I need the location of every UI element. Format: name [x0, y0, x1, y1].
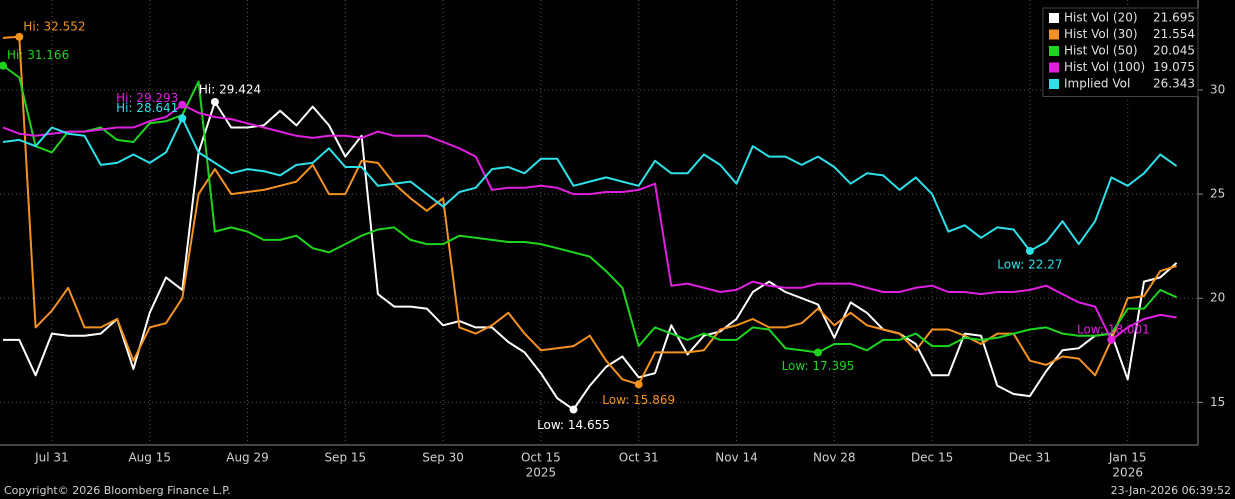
- legend-label: Implied Vol: [1064, 77, 1130, 91]
- legend-value: 20.045: [1153, 44, 1195, 58]
- x-tick-label: Dec 15: [911, 451, 953, 465]
- series-line: [2, 64, 1178, 354]
- annotation-dot: [210, 97, 219, 106]
- legend-swatch: [1049, 62, 1059, 73]
- x-tick-label: Nov 28: [813, 451, 856, 465]
- annotation-label: Hi: 32.552: [23, 19, 85, 33]
- x-tick-label: Aug 15: [128, 451, 171, 465]
- annotation-label: Low: 17.395: [782, 359, 855, 373]
- x-tick-label: Sep 15: [324, 451, 366, 465]
- series-line: [2, 103, 1177, 341]
- legend-swatch: [1049, 79, 1059, 89]
- legend-box: [1042, 7, 1199, 97]
- annotation-label: Low: 15.869: [602, 393, 675, 407]
- legend-value: 19.075: [1153, 60, 1195, 74]
- x-year-label: 2026: [1112, 466, 1143, 480]
- annotation-dot: [814, 348, 822, 357]
- legend-value: 21.695: [1153, 11, 1195, 25]
- annotation-label: Low: 22.27: [997, 257, 1062, 271]
- annotation-label: Hi: 29.293: [116, 91, 178, 105]
- annotation-dot: [178, 100, 187, 109]
- annotation-label: Hi: 28.641: [116, 101, 178, 115]
- x-tick-label: Oct 15: [521, 451, 561, 465]
- x-tick-label: Oct 31: [619, 451, 659, 465]
- annotation-dot: [1025, 246, 1034, 255]
- legend-label: Hist Vol (100): [1064, 60, 1145, 74]
- annotation-dot: [634, 380, 643, 389]
- annotation-label: Low: 18.001: [1077, 322, 1150, 336]
- x-tick-label: Jan 15: [1108, 451, 1147, 465]
- y-tick-label: 25: [1210, 187, 1225, 201]
- annotation-label: Low: 14.655: [537, 418, 610, 432]
- legend-swatch: [1049, 46, 1059, 56]
- series-line: [2, 35, 1177, 386]
- legend-label: Hist Vol (20): [1064, 11, 1138, 25]
- legend-value: 21.554: [1153, 27, 1195, 41]
- x-year-label: 2025: [526, 466, 557, 480]
- y-tick-label: 30: [1210, 82, 1225, 96]
- annotation-dot: [1107, 335, 1116, 344]
- annotation-label: Hi: 29.424: [199, 82, 261, 96]
- series-line: [2, 117, 1178, 252]
- x-tick-label: Dec 31: [1009, 451, 1051, 465]
- annotation-label: Hi: 31.166: [7, 48, 69, 62]
- y-tick-label: 15: [1210, 395, 1225, 409]
- x-tick-label: Aug 29: [226, 451, 269, 465]
- footer-left: Copyright© 2026 Bloomberg Finance L.P.: [4, 484, 231, 497]
- x-tick-label: Nov 14: [715, 451, 758, 465]
- legend-value: 26.343: [1153, 77, 1195, 91]
- x-tick-label: Jul 31: [34, 451, 69, 465]
- legend-swatch: [1049, 29, 1059, 40]
- annotation-dot: [15, 32, 24, 41]
- footer-right: 23-Jan-2026 06:39:52: [1111, 484, 1231, 497]
- annotation-dot: [569, 405, 578, 414]
- x-tick-label: Sep 30: [422, 451, 464, 465]
- legend-label: Hist Vol (50): [1064, 44, 1138, 58]
- annotation-dot: [178, 114, 187, 123]
- y-tick-label: 20: [1210, 291, 1225, 305]
- legend-label: Hist Vol (30): [1064, 27, 1138, 41]
- legend-swatch: [1049, 13, 1059, 23]
- annotation-dot: [0, 61, 7, 70]
